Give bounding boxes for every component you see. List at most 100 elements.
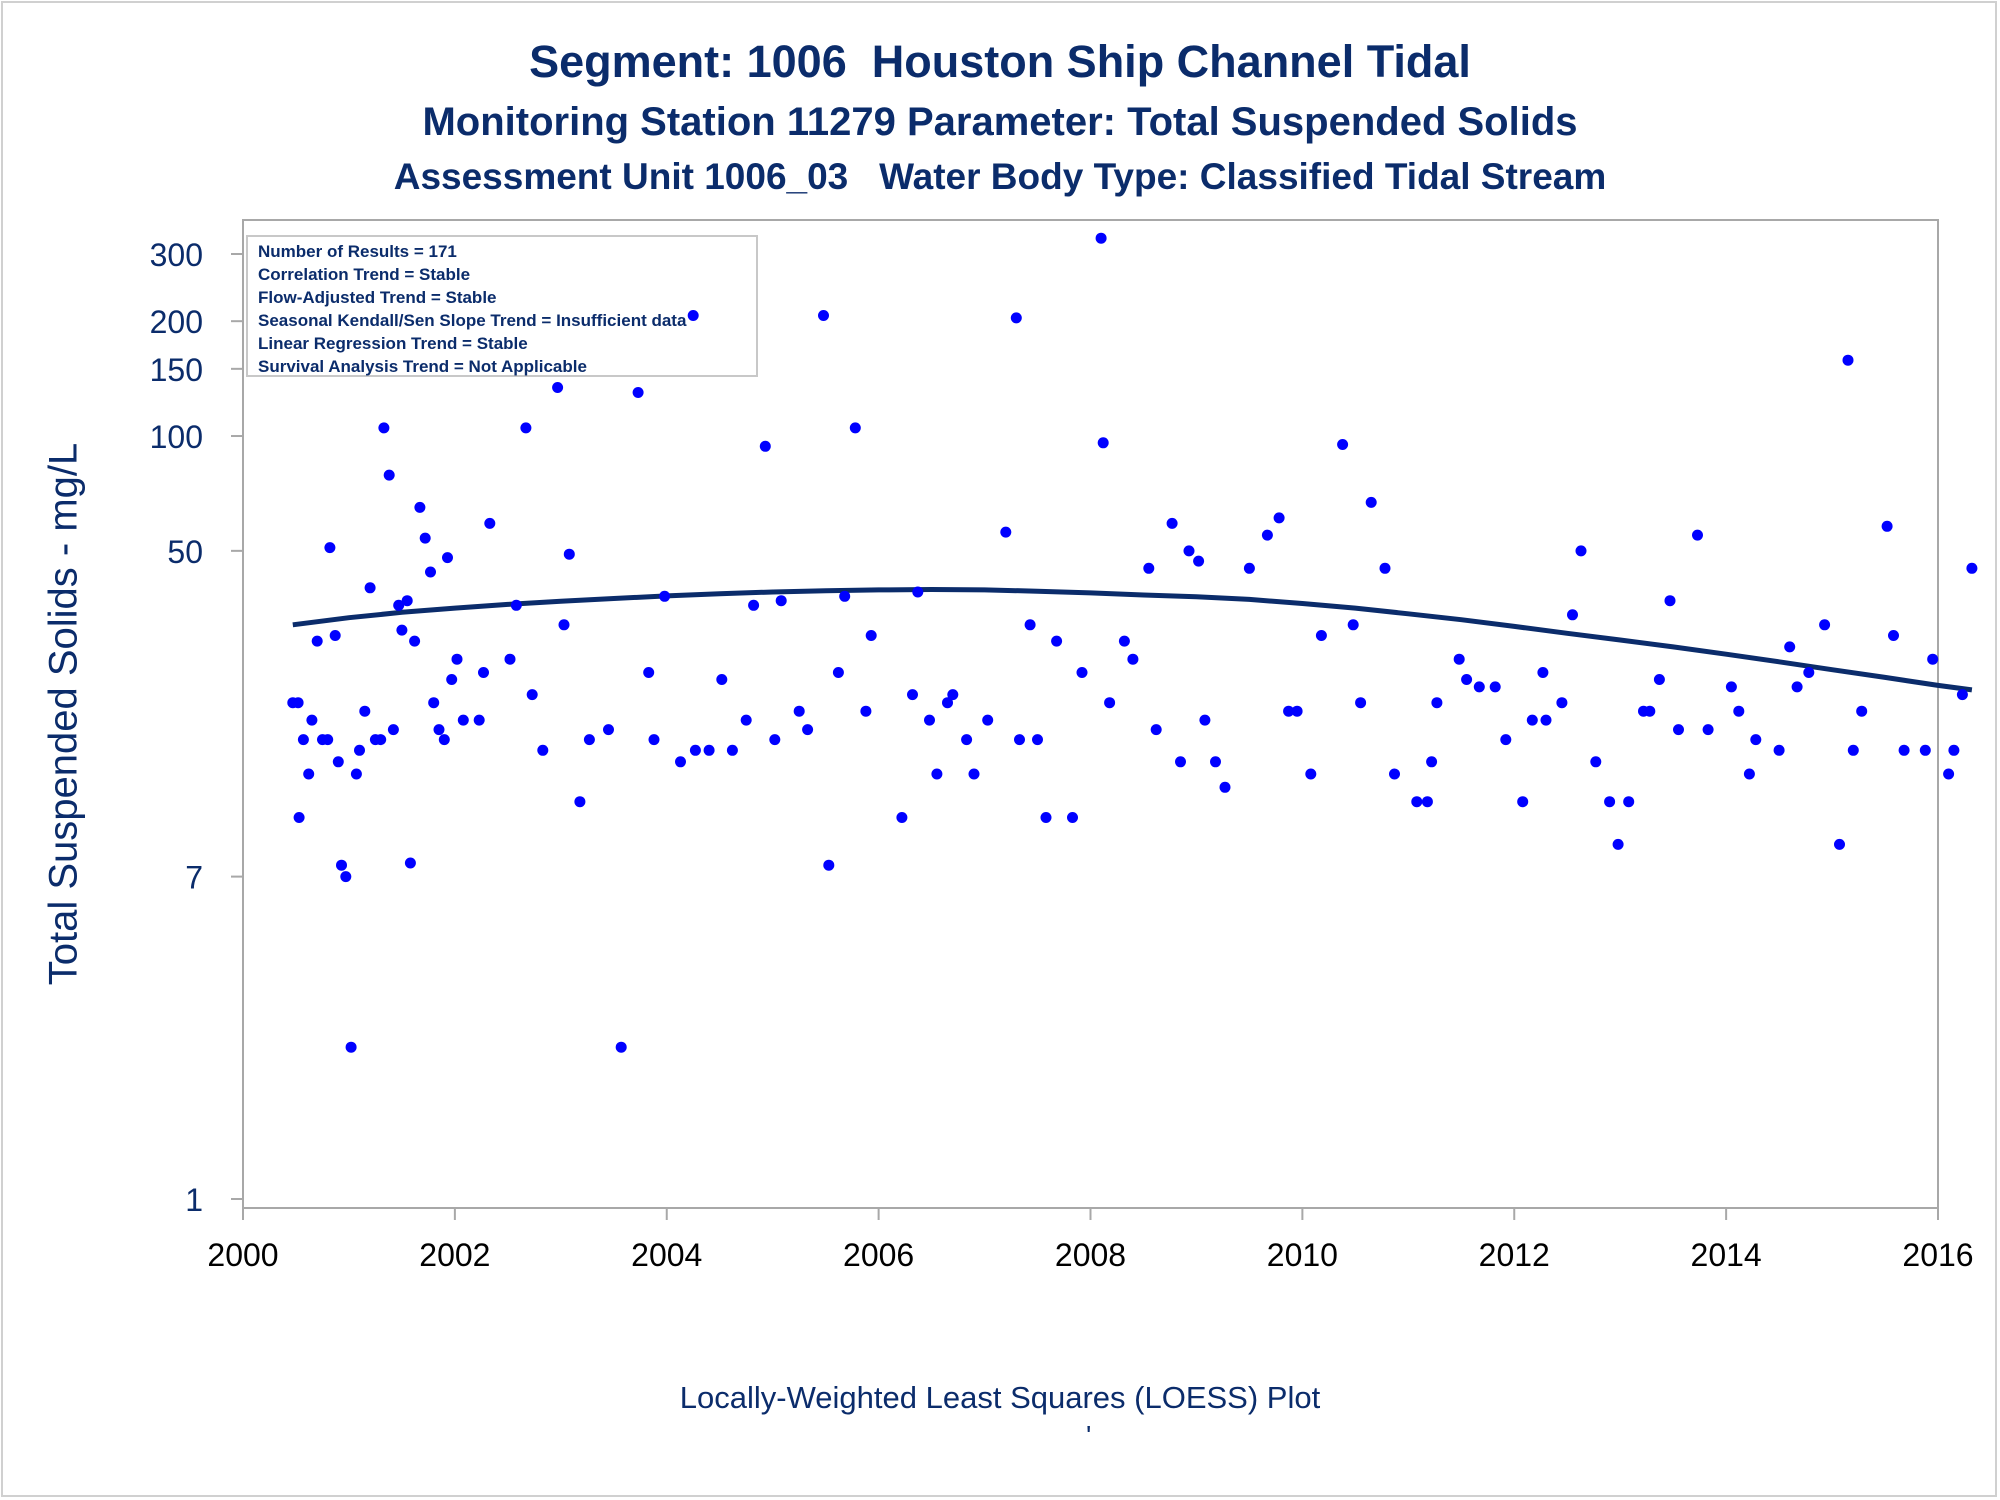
data-point [1426,756,1438,768]
chart-subtitle-assessment: Assessment Unit 1006_03 Water Body Type:… [393,156,1607,197]
data-point [332,756,344,768]
data-point [574,796,586,808]
data-point [1575,545,1587,557]
data-point [1623,796,1635,808]
data-point [1956,689,1968,701]
info-box-line: Number of Results = 171 [258,242,457,261]
data-point [1421,796,1433,808]
y-tick-label: 7 [185,860,203,896]
data-point [1590,756,1602,768]
x-tick-label: 2000 [207,1237,278,1273]
data-point [1210,756,1221,768]
y-tick-label: 50 [167,534,203,570]
data-point [1664,595,1676,607]
data-point [414,501,426,513]
data-point [1315,630,1327,641]
data-point [961,734,973,746]
data-point [687,310,699,321]
data-point [393,599,405,611]
loess-curve [292,586,1973,693]
data-point [1743,768,1755,780]
data-point [1150,724,1162,736]
x-tick-label: 2016 [1902,1237,1973,1273]
data-point [1199,714,1211,726]
data-point [1517,796,1529,808]
y-axis: 1 7 50 100 150 200 300 [150,237,243,1218]
data-point [1365,496,1377,508]
data-point [1104,697,1116,709]
data-point [603,724,614,736]
data-point [409,635,421,647]
data-point [354,744,365,756]
data-point [364,582,376,594]
data-point [336,859,347,871]
data-point [1927,653,1939,665]
data-point [1143,562,1155,574]
x-tick-label: 2004 [631,1237,702,1273]
data-point [931,768,943,780]
data-point [322,734,334,746]
x-tick-label: 2002 [419,1237,490,1273]
data-point [818,310,829,321]
data-point [1526,714,1538,726]
data-point [839,590,851,602]
x-tick-label: 2014 [1691,1237,1762,1273]
data-point [1673,724,1684,736]
data-point [1540,714,1552,726]
data-point [558,619,570,631]
data-point [643,667,655,678]
data-point [438,734,450,746]
data-point [484,517,496,529]
data-point [1556,697,1568,709]
data-point [1291,705,1303,717]
data-point [1411,796,1423,808]
y-tick-label: 100 [150,419,203,455]
data-point [311,635,323,647]
data-point [740,714,752,726]
data-points [287,232,1978,1053]
y-axis-label: Total Suspended Solids - mg/L [42,443,86,986]
x-tick-label: 2012 [1479,1237,1550,1273]
data-point [1604,796,1616,808]
data-point [968,768,980,780]
data-point [802,724,814,736]
data-point [375,734,387,746]
data-point [1000,526,1012,538]
data-point [1024,619,1036,631]
data-point [1888,630,1899,641]
info-box-line: Survival Analysis Trend = Not Applicable [258,357,587,376]
data-point [648,734,660,746]
data-point [1692,529,1703,541]
x-tick-label: 2010 [1267,1237,1338,1273]
data-point [425,566,436,578]
data-point [1305,768,1317,780]
info-box-line: Flow-Adjusted Trend = Stable [258,288,497,307]
data-point [1453,653,1465,665]
data-point [1791,681,1803,693]
data-point [1537,667,1549,678]
data-point [1032,734,1043,746]
data-point [1347,619,1359,631]
data-point [947,689,959,701]
data-point [832,667,844,678]
data-point [759,440,771,452]
data-point [1473,681,1485,693]
footnote-loess: Locally-Weighted Least Squares (LOESS) P… [679,1380,1321,1415]
data-point [982,714,994,726]
data-point [504,653,516,665]
data-point [716,674,728,685]
data-point [428,697,440,709]
data-point [1725,681,1737,693]
data-point [860,705,872,717]
info-box-line: Correlation Trend = Stable [258,265,470,284]
x-axis: 2000 2002 2004 2006 2008 2010 2012 2014 2016 [207,1208,1974,1273]
data-point [659,590,671,602]
data-point [1948,744,1960,756]
data-point [563,548,575,560]
y-tick-label: 1 [185,1182,203,1218]
data-point [793,705,805,717]
trend-info-box: Number of Results = 171 Correlation Trend… [246,235,758,377]
data-point [1379,562,1391,574]
